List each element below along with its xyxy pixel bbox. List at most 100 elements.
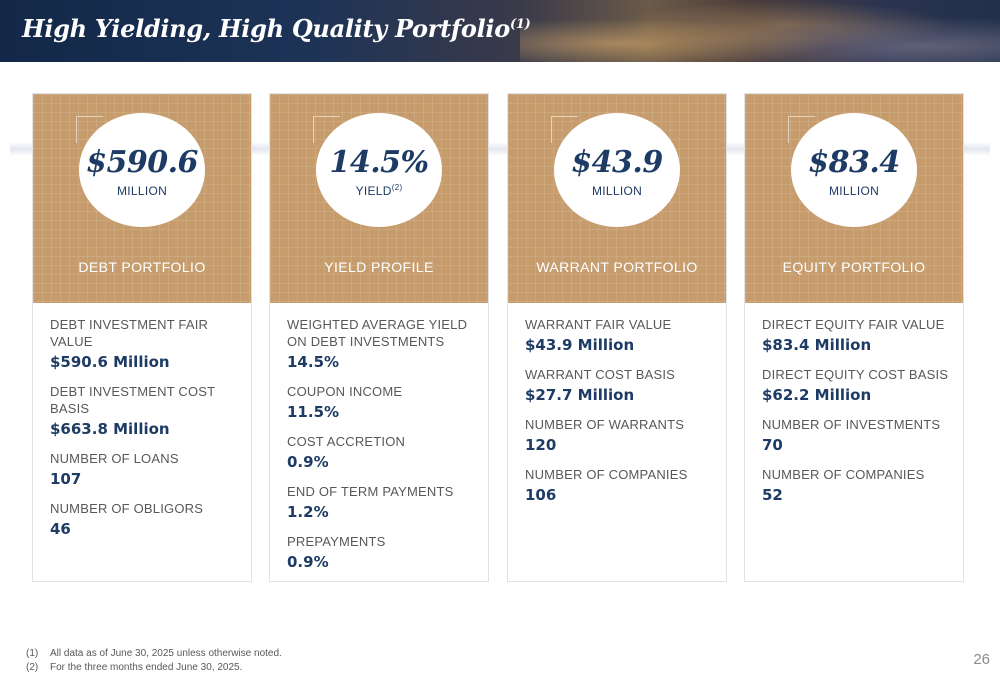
card-details: DEBT INVESTMENT FAIR VALUE $590.6 Million… [50,316,240,550]
detail-label: PREPAYMENTS [287,534,386,549]
detail-value: 52 [762,486,783,504]
detail-item: COUPON INCOME 11.5% [287,383,477,423]
card-label: YIELD PROFILE [324,259,434,275]
detail-item: NUMBER OF INVESTMENTS 70 [762,416,952,456]
detail-value: 0.9% [287,453,329,471]
header-banner: High Yielding, High Quality Portfolio(1) [0,0,1000,62]
footnote-text: All data as of June 30, 2025 unless othe… [50,648,282,659]
card-debt-portfolio: $590.6 MILLION DEBT PORTFOLIO DEBT INVES… [32,93,252,582]
detail-value: 70 [762,436,783,454]
detail-item: NUMBER OF COMPANIES 52 [762,466,952,506]
card-label: EQUITY PORTFOLIO [782,259,926,275]
stat-unit: MILLION [791,183,917,198]
card-details: WARRANT FAIR VALUE $43.9 Million WARRANT … [525,316,715,516]
detail-label: WARRANT COST BASIS [525,367,675,382]
detail-value: $43.9 Million [525,336,635,354]
detail-label: DEBT INVESTMENT FAIR VALUE [50,317,209,349]
card-label: DEBT PORTFOLIO [78,259,206,275]
footnote: (2) For the three months ended June 30, 2… [26,661,282,675]
stat-value: 14.5% [329,145,429,180]
detail-item: DIRECT EQUITY FAIR VALUE $83.4 Million [762,316,952,356]
detail-item: NUMBER OF COMPANIES 106 [525,466,715,506]
card-warrant-portfolio: $43.9 MILLION WARRANT PORTFOLIO WARRANT … [507,93,727,582]
detail-label: WEIGHTED AVERAGE YIELD ON DEBT INVESTMEN… [287,317,468,349]
stat-circle: $43.9 MILLION [554,113,680,227]
detail-item: END OF TERM PAYMENTS 1.2% [287,483,477,523]
detail-label: WARRANT FAIR VALUE [525,317,672,332]
detail-value: 120 [525,436,557,454]
detail-value: 1.2% [287,503,329,521]
detail-label: DIRECT EQUITY FAIR VALUE [762,317,945,332]
detail-item: WEIGHTED AVERAGE YIELD ON DEBT INVESTMEN… [287,316,477,373]
footnote: (1) All data as of June 30, 2025 unless o… [26,647,282,661]
page-title: High Yielding, High Quality Portfolio(1) [22,14,531,43]
detail-item: NUMBER OF OBLIGORS 46 [50,500,240,540]
card-header-panel: $590.6 MILLION DEBT PORTFOLIO [33,94,251,303]
stat-unit-text: MILLION [828,184,880,198]
detail-label: NUMBER OF WARRANTS [525,417,685,432]
detail-label: NUMBER OF COMPANIES [525,467,688,482]
detail-label: NUMBER OF INVESTMENTS [762,417,941,432]
card-details: DIRECT EQUITY FAIR VALUE $83.4 Million DI… [762,316,952,516]
footnote-number: (1) [26,648,39,659]
card-header-panel: 14.5% YIELD(2) YIELD PROFILE [270,94,488,303]
card-yield-profile: 14.5% YIELD(2) YIELD PROFILE WEIGHTED AV… [269,93,489,582]
detail-label: DIRECT EQUITY COST BASIS [762,367,949,382]
card-equity-portfolio: $83.4 MILLION EQUITY PORTFOLIO DIRECT EQ… [744,93,964,582]
detail-value: $663.8 Million [50,420,170,438]
stat-value: $83.4 [808,145,900,180]
detail-value: 0.9% [287,553,329,571]
stat-unit-note: (2) [391,183,403,192]
detail-item: DEBT INVESTMENT COST BASIS $663.8 Million [50,383,240,440]
stat-circle: 14.5% YIELD(2) [316,113,442,227]
detail-item: NUMBER OF LOANS 107 [50,450,240,490]
detail-item: DIRECT EQUITY COST BASIS $62.2 Million [762,366,952,406]
city-lights-image [520,0,1000,62]
detail-item: WARRANT COST BASIS $27.7 Million [525,366,715,406]
stat-unit: MILLION [554,183,680,198]
stat-unit-text: MILLION [116,184,168,198]
detail-value: 46 [50,520,71,538]
corner-bracket-decoration [788,116,815,143]
corner-bracket-decoration [551,116,578,143]
page-title-text: High Yielding, High Quality Portfolio [22,14,510,43]
card-header-panel: $43.9 MILLION WARRANT PORTFOLIO [508,94,726,303]
detail-value: $83.4 Million [762,336,872,354]
detail-item: NUMBER OF WARRANTS 120 [525,416,715,456]
detail-value: 14.5% [287,353,340,371]
stat-unit: MILLION [79,183,205,198]
detail-item: WARRANT FAIR VALUE $43.9 Million [525,316,715,356]
detail-label: NUMBER OF OBLIGORS [50,501,204,516]
stat-circle: $590.6 MILLION [79,113,205,227]
stat-unit-text: YIELD [355,184,392,198]
stat-unit: YIELD(2) [316,183,442,198]
footnote-number: (2) [26,662,39,673]
detail-label: COUPON INCOME [287,384,403,399]
corner-bracket-decoration [76,116,103,143]
card-details: WEIGHTED AVERAGE YIELD ON DEBT INVESTMEN… [287,316,477,583]
stat-value: $590.6 [86,145,198,180]
detail-label: NUMBER OF LOANS [50,451,179,466]
detail-item: DEBT INVESTMENT FAIR VALUE $590.6 Million [50,316,240,373]
footnotes: (1) All data as of June 30, 2025 unless o… [26,647,282,675]
detail-value: 11.5% [287,403,340,421]
title-footnote-marker: (1) [509,17,531,32]
detail-label: NUMBER OF COMPANIES [762,467,925,482]
detail-value: 106 [525,486,557,504]
detail-label: END OF TERM PAYMENTS [287,484,454,499]
detail-value: $27.7 Million [525,386,635,404]
stat-value: $43.9 [571,145,663,180]
card-header-panel: $83.4 MILLION EQUITY PORTFOLIO [745,94,963,303]
detail-label: COST ACCRETION [287,434,406,449]
detail-value: $62.2 Million [762,386,872,404]
detail-item: COST ACCRETION 0.9% [287,433,477,473]
stat-circle: $83.4 MILLION [791,113,917,227]
detail-value: 107 [50,470,82,488]
stat-unit-text: MILLION [591,184,643,198]
detail-value: $590.6 Million [50,353,170,371]
card-label: WARRANT PORTFOLIO [536,259,698,275]
footnote-text: For the three months ended June 30, 2025… [50,662,243,673]
page-number: 26 [973,651,990,668]
detail-item: PREPAYMENTS 0.9% [287,533,477,573]
corner-bracket-decoration [313,116,340,143]
